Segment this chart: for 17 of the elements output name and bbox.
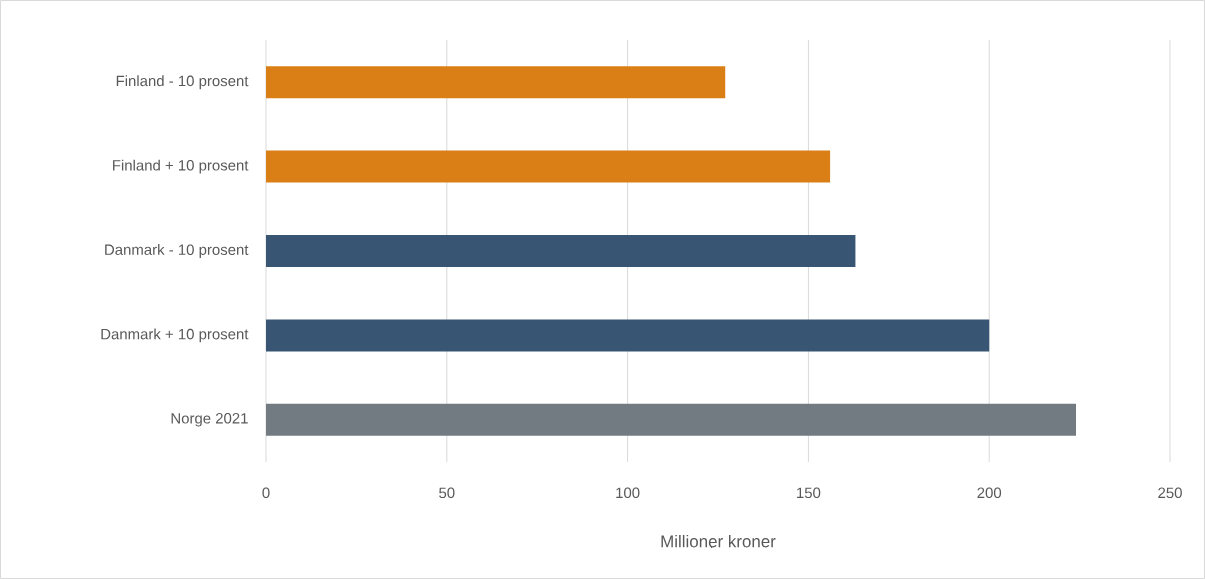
x-tick-label: 150 (797, 487, 821, 499)
bar (266, 150, 831, 183)
x-axis-title: Millioner kroner (661, 534, 776, 548)
bar (266, 319, 990, 352)
x-tick-label: 50 (439, 487, 455, 499)
y-tick-label: Norge 2021 (171, 413, 248, 427)
x-tick-label: 250 (1158, 487, 1182, 499)
bar (266, 403, 1076, 436)
bar (266, 234, 856, 267)
x-tick-label: 0 (262, 487, 270, 499)
bar (266, 66, 726, 99)
y-tick-label: Danmark + 10 prosent (101, 328, 249, 343)
y-tick-label: Finland - 10 prosent (116, 75, 249, 90)
y-tick-label: Finland + 10 prosent (113, 159, 249, 174)
y-tick-label: Danmark - 10 prosent (105, 244, 249, 258)
x-tick-label: 200 (977, 487, 1002, 499)
x-tick-label: 100 (616, 487, 640, 499)
